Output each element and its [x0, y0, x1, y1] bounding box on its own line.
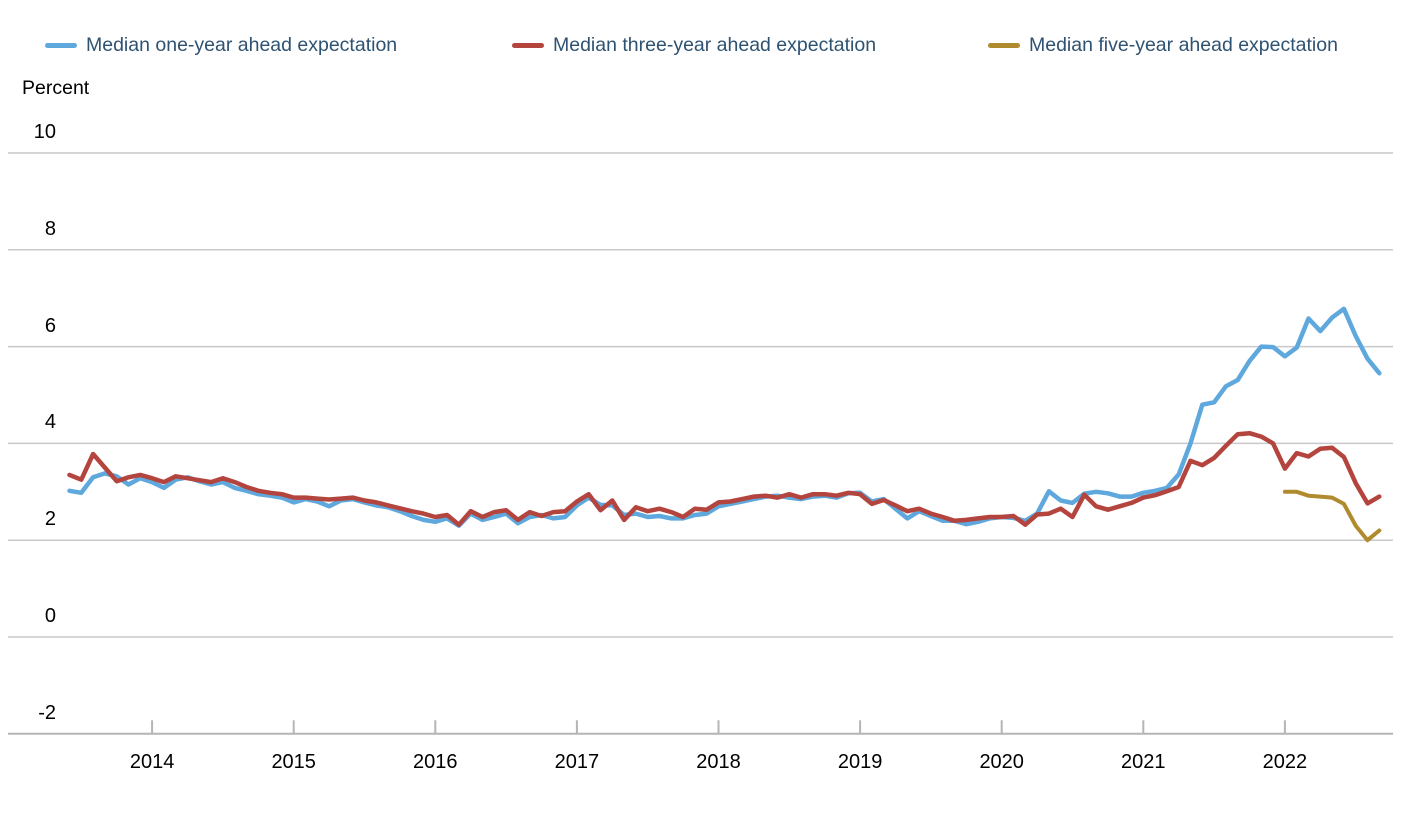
y-axis-label: 4 — [44, 411, 56, 434]
legend-swatch-one-year-icon — [45, 42, 77, 48]
y-axis-label: 6 — [44, 314, 56, 337]
x-axis-label: 2014 — [129, 751, 175, 773]
axis-unit-label: Percent — [22, 77, 90, 99]
legend-label: Median five-year ahead expectation — [1029, 33, 1338, 56]
x-axis-label: 2019 — [837, 751, 883, 773]
x-axis-label: 2018 — [696, 751, 741, 773]
y-axis-label: 2 — [44, 508, 56, 531]
y-axis-label: 0 — [44, 605, 56, 627]
x-axis-label: 2022 — [1262, 751, 1308, 773]
legend-label: Median three-year ahead expectation — [553, 33, 877, 56]
y-axis-label: 8 — [44, 217, 56, 240]
series-line-0 — [67, 306, 1382, 528]
x-axis-label: 2015 — [271, 751, 316, 773]
series-line-1 — [67, 430, 1382, 527]
x-axis-label: 2016 — [413, 751, 458, 773]
x-axis-label: 2017 — [554, 751, 600, 773]
x-axis-label: 2021 — [1121, 751, 1166, 773]
legend-item-five-year[interactable]: Median five-year ahead expectation — [988, 32, 1338, 58]
legend-item-three-year[interactable]: Median three-year ahead expectation — [512, 32, 876, 58]
x-axis-label: 2020 — [979, 751, 1024, 773]
series-line-2 — [1282, 489, 1382, 543]
y-axis-label: 10 — [33, 121, 56, 143]
legend-label: Median one-year ahead expectation — [86, 33, 398, 56]
y-axis-label: -2 — [38, 701, 56, 724]
legend-swatch-five-year-icon — [988, 42, 1020, 48]
legend-swatch-three-year-icon — [512, 42, 544, 48]
legend-item-one-year[interactable]: Median one-year ahead expectation — [45, 32, 397, 58]
